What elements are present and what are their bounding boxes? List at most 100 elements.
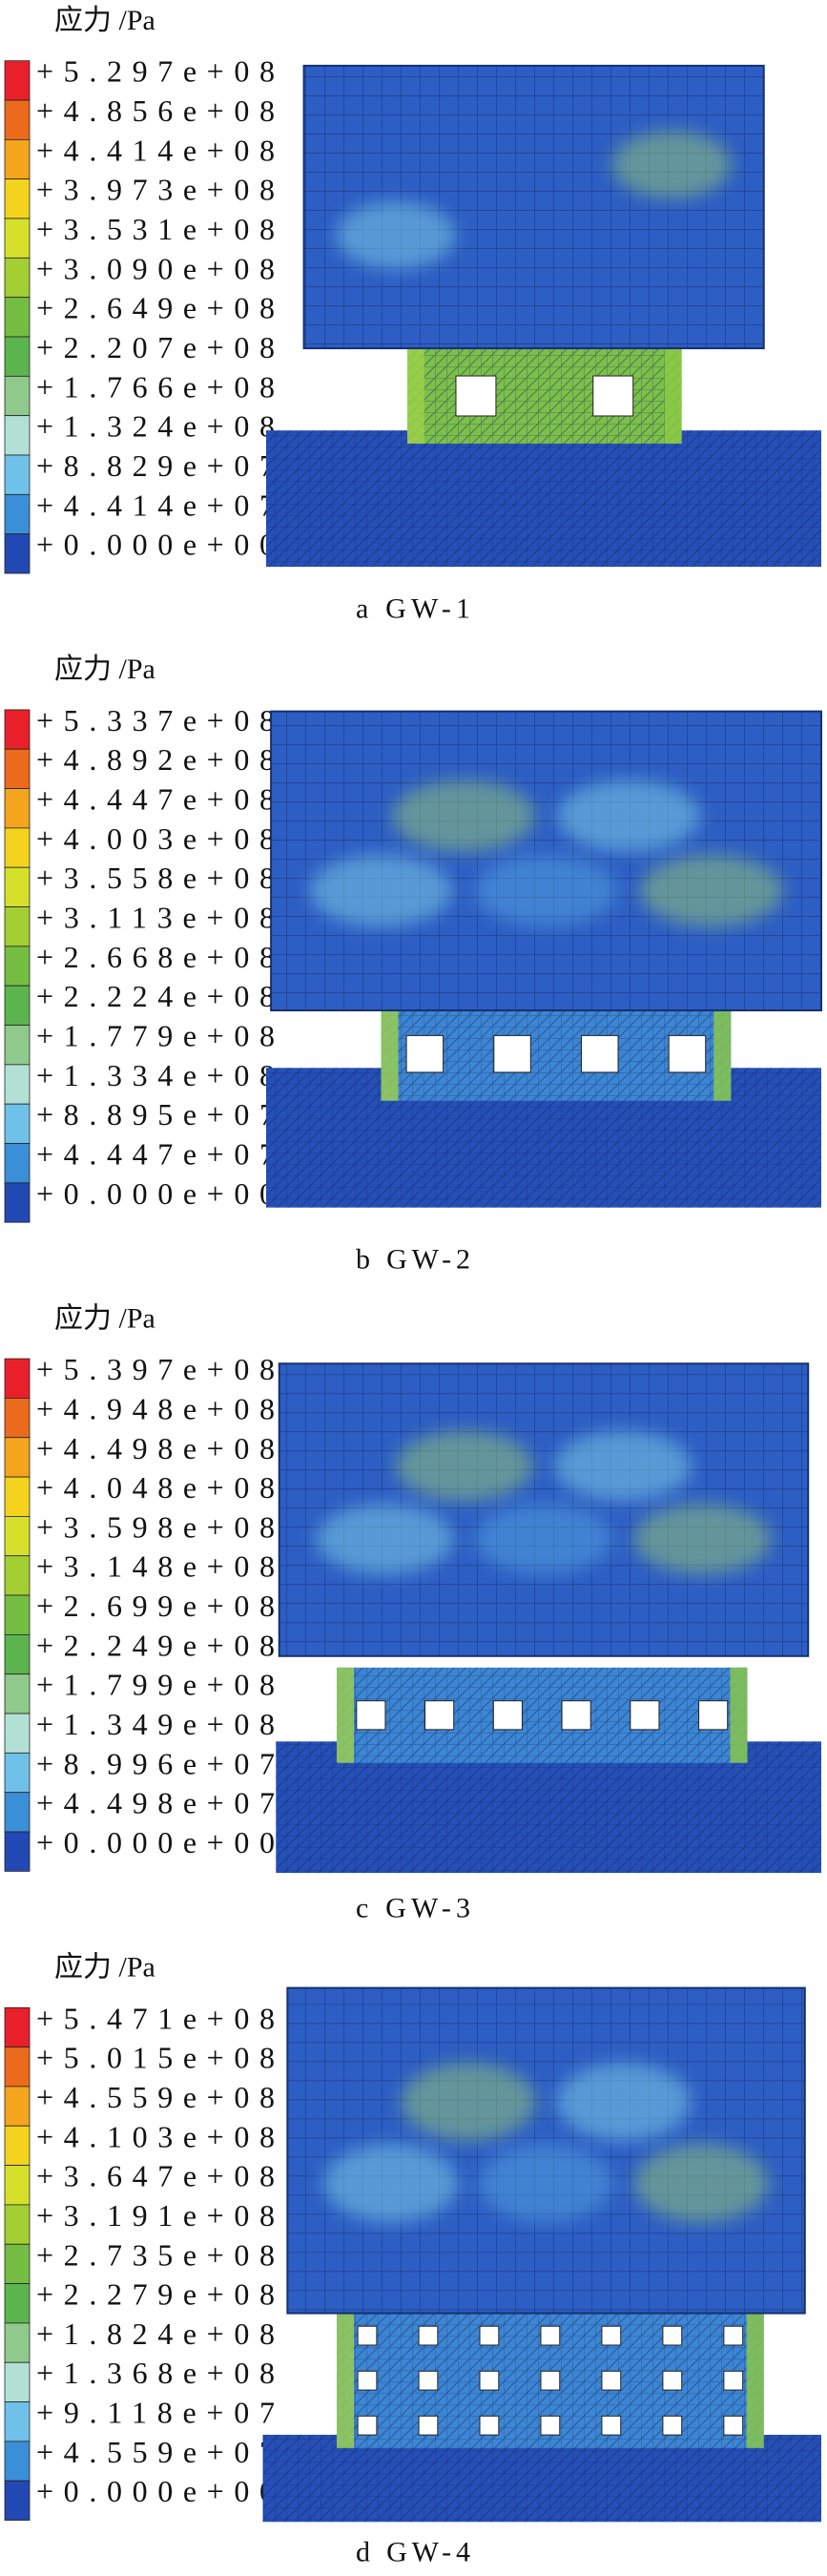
legend-swatch (4, 788, 31, 829)
legend-swatch (4, 493, 31, 535)
legend-swatch (4, 945, 31, 987)
connector-hotspot (407, 348, 425, 444)
contour-patch (395, 1430, 533, 1502)
legend-swatch (4, 297, 31, 338)
legend-label: +3.973e+08 (36, 173, 275, 207)
legend-swatch (4, 1182, 31, 1223)
legend-swatch (4, 2401, 31, 2442)
opening (356, 1700, 386, 1731)
legend-label: +3.647e+08 (36, 2159, 275, 2193)
legend-label: +1.824e+08 (36, 2316, 275, 2351)
caption: d GW-4 (356, 2537, 470, 2568)
legend-swatch (4, 1633, 31, 1675)
legend-swatch (4, 1594, 31, 1635)
legend-swatch (4, 1752, 31, 1794)
legend-label: +5.397e+08 (36, 1352, 275, 1386)
legend-swatch (4, 1673, 31, 1714)
legend-label: +0.000e+00 (36, 2474, 275, 2508)
opening (479, 2415, 500, 2436)
legend-swatch (4, 2441, 31, 2482)
contour-patch (309, 855, 453, 927)
legend-swatch (4, 1713, 31, 1754)
connector-hotspot (337, 1667, 355, 1763)
connector-hotspot (730, 1667, 748, 1763)
opening (662, 2325, 683, 2346)
opening (630, 1700, 660, 1731)
legend-label: +4.498e+07 (36, 1786, 275, 1820)
opening (357, 2370, 378, 2391)
contour-patch (633, 2144, 769, 2223)
opening (357, 2415, 378, 2436)
panel: 应力 /Pa +5.297e+08 +4.856e+08 +4.414e+08 +3.9… (4, 5, 821, 624)
legend-label: +5.337e+08 (36, 703, 275, 737)
caption: a GW-1 (356, 592, 470, 624)
legend-swatch (4, 2125, 31, 2166)
legend-swatch (4, 2046, 31, 2088)
legend-swatch (4, 1831, 31, 1872)
legend-swatch (4, 1064, 31, 1105)
legend-label: +4.447e+08 (36, 782, 275, 817)
opening (601, 2370, 622, 2391)
legend-swatch (4, 1476, 31, 1517)
connector-mesh (407, 348, 682, 444)
legend-label: +4.948e+08 (36, 1391, 275, 1425)
opening (493, 1034, 531, 1073)
legend-label: +4.414e+08 (36, 133, 275, 167)
opening (580, 1034, 619, 1073)
connector-hotspot (337, 2313, 355, 2448)
opening (601, 2325, 622, 2346)
legend-swatch (4, 336, 31, 377)
legend-swatch (4, 827, 31, 868)
legend-swatch (4, 375, 31, 417)
contour-patch (633, 1504, 772, 1574)
legend-label: +3.558e+08 (36, 861, 275, 895)
legend-label: +4.414e+07 (36, 488, 275, 522)
legend-swatch (4, 1437, 31, 1478)
contour-patch (316, 1504, 454, 1574)
stress-contour (309, 779, 783, 927)
legend-label: +3.598e+08 (36, 1509, 275, 1544)
base-block-mesh (265, 430, 821, 568)
legend-swatch (4, 906, 31, 947)
opening (723, 2415, 744, 2436)
legend-label: +2.279e+08 (36, 2277, 275, 2312)
legend-swatch (4, 985, 31, 1026)
legend-swatch (4, 2086, 31, 2127)
legend-swatch (4, 1103, 31, 1144)
legend-swatch (4, 178, 31, 219)
base-block-mesh (276, 1741, 821, 1874)
legend-label: +3.090e+08 (36, 251, 275, 285)
legend-swatch (4, 2204, 31, 2245)
legend-label: +3.531e+08 (36, 212, 275, 246)
legend-label: +4.559e+07 (36, 2435, 275, 2469)
legend-label: +3.113e+08 (36, 901, 275, 935)
legend-swatch (4, 533, 31, 574)
panel: 应力 /Pa +5.397e+08 +4.948e+08 +4.498e+08 +4.0… (4, 1302, 821, 1924)
contour-patch (639, 855, 783, 927)
legend-label: +1.779e+08 (36, 1019, 275, 1053)
legend-label: +4.003e+08 (36, 821, 275, 856)
opening (723, 2325, 744, 2346)
legend-swatch (4, 454, 31, 495)
legend-swatch (4, 1792, 31, 1833)
opening (424, 1700, 455, 1731)
legend-swatch (4, 1358, 31, 1399)
contour-patch (336, 201, 456, 270)
contour-patch (401, 2063, 536, 2141)
legend-label: +0.000e+00 (36, 1176, 275, 1211)
opening (418, 2325, 439, 2346)
legend-swatch (4, 2283, 31, 2324)
legend-label: +2.699e+08 (36, 1589, 275, 1623)
legend-title: 应力 /Pa (54, 654, 155, 685)
caption: b GW-2 (356, 1243, 470, 1275)
opening (592, 375, 634, 417)
contour-patch (474, 855, 618, 927)
legend-label: +0.000e+00 (36, 528, 275, 562)
opening (668, 1034, 707, 1073)
contour-patch (557, 779, 701, 852)
legend-label: +0.000e+00 (36, 1825, 275, 1859)
legend-label: +4.892e+08 (36, 742, 275, 777)
contour-patch (474, 1504, 613, 1574)
